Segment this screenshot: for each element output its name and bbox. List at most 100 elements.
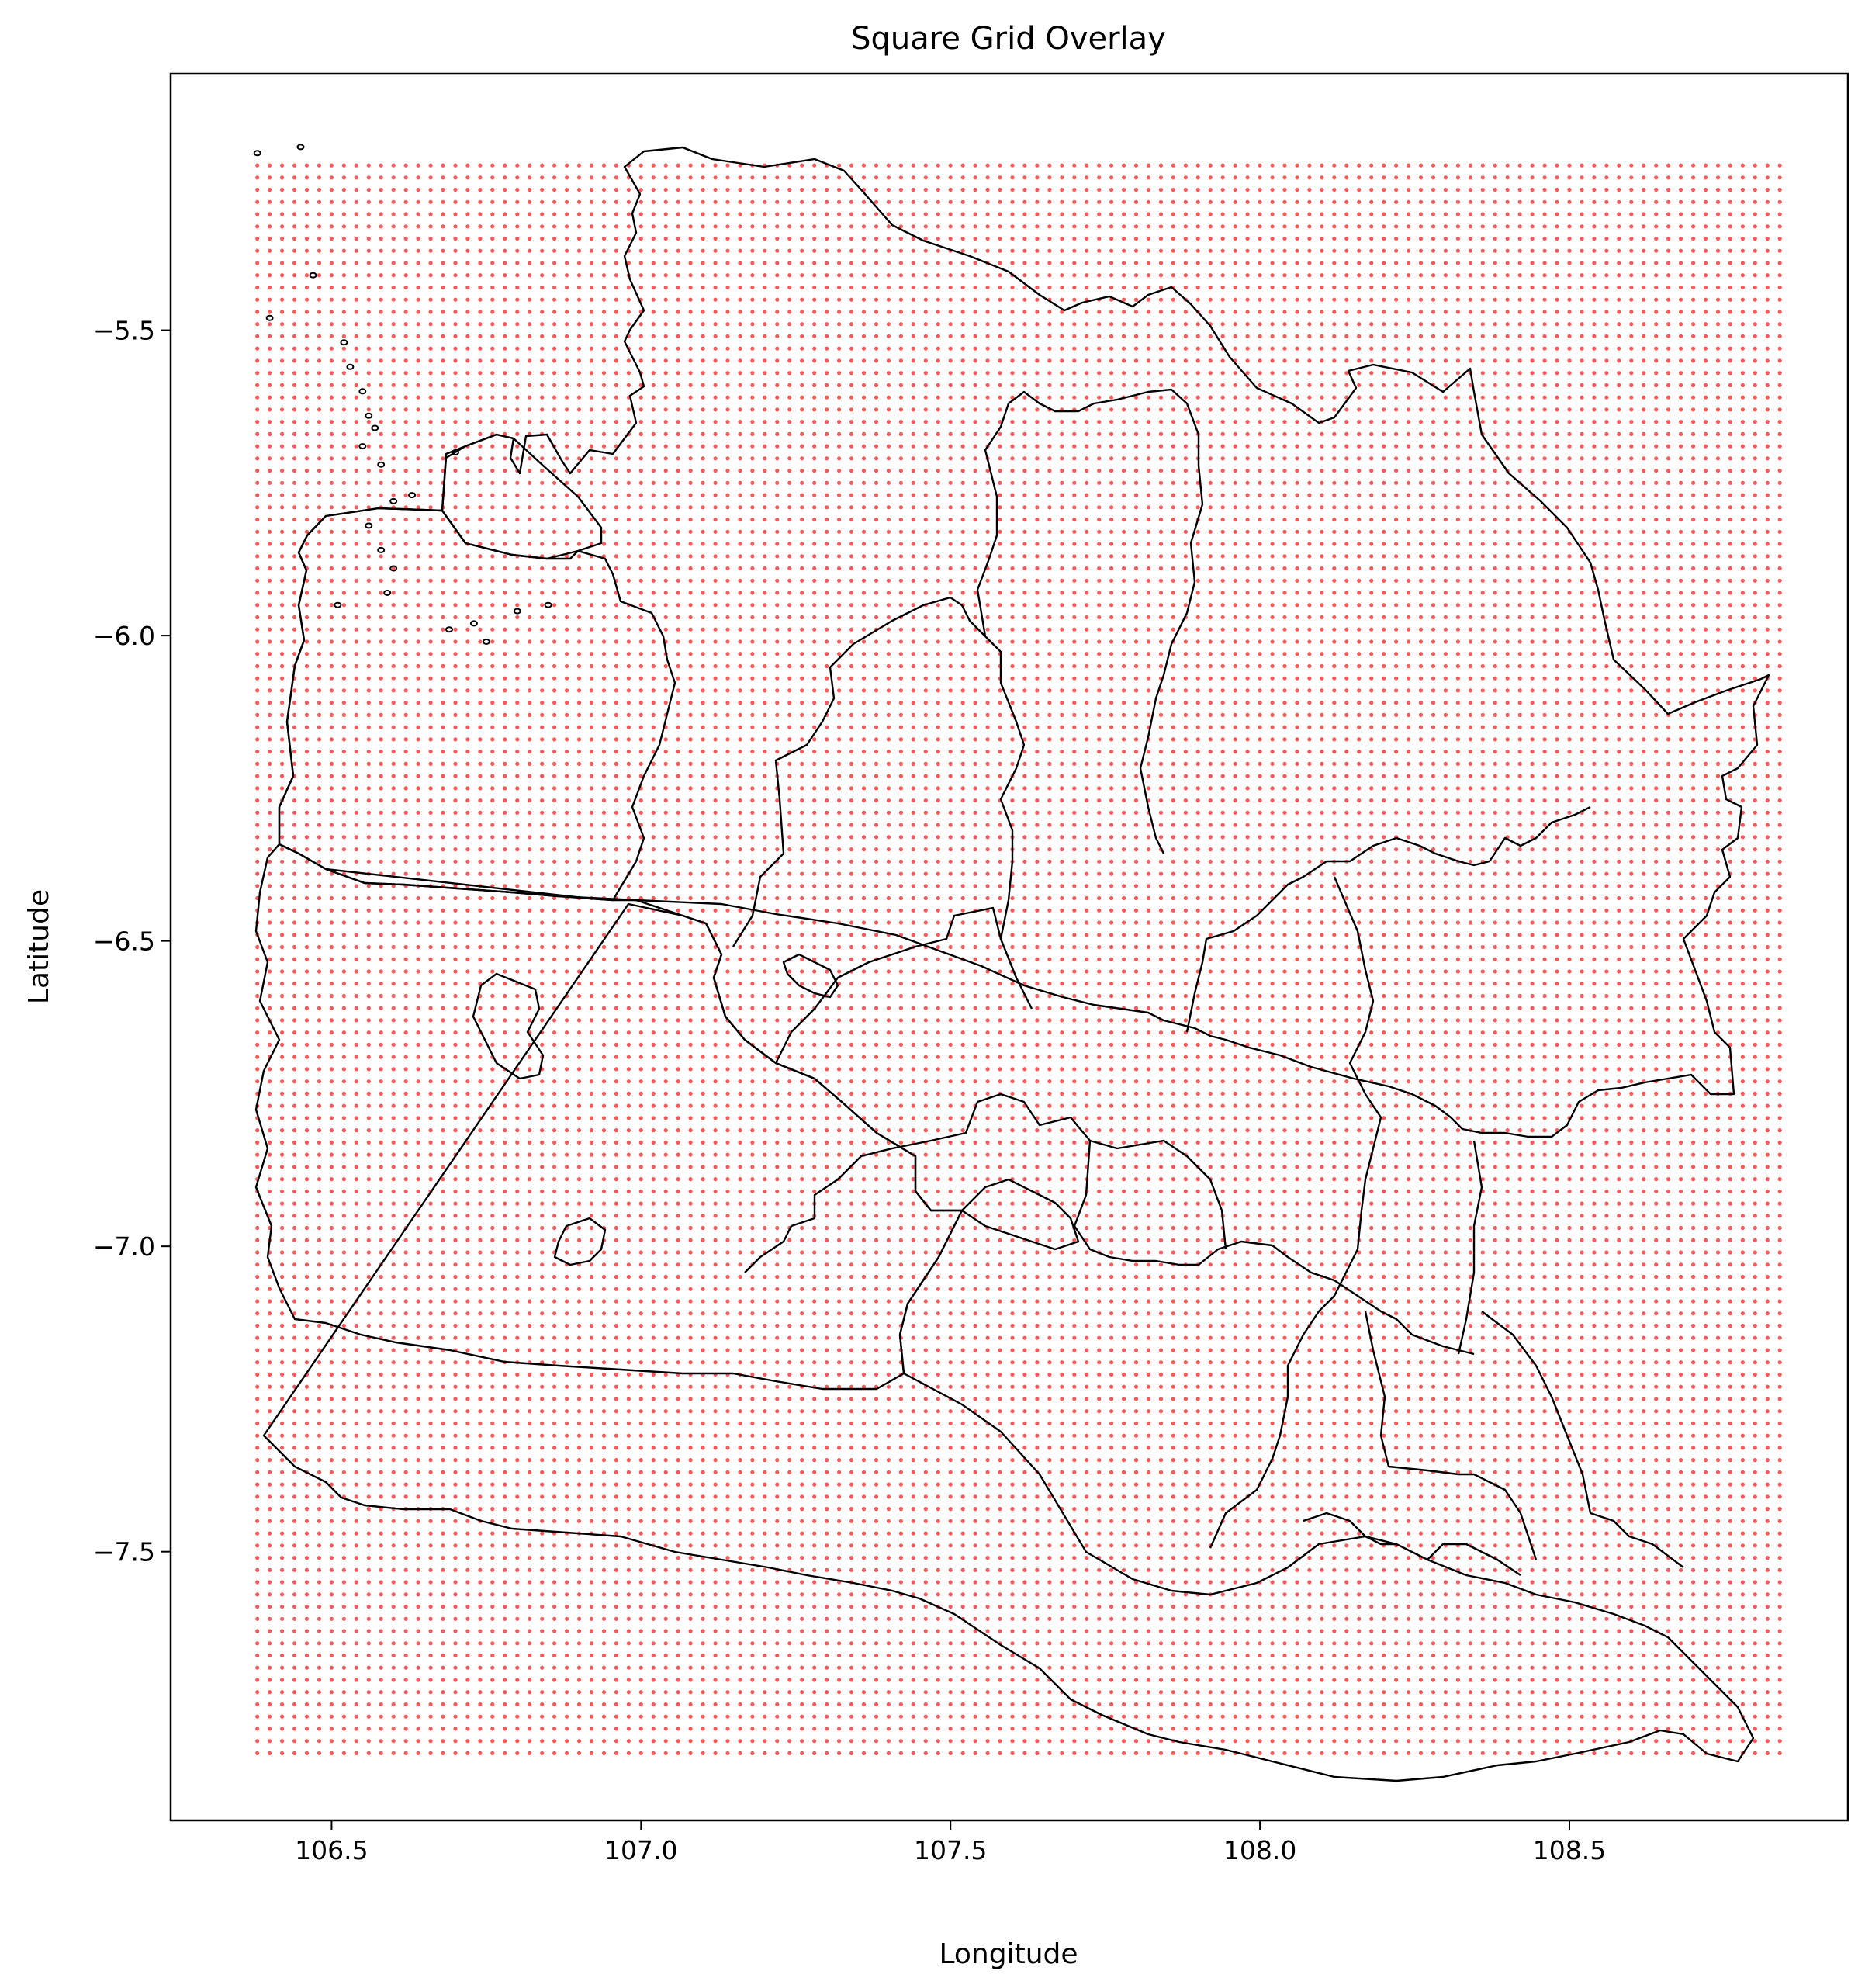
grid-point	[688, 1751, 693, 1755]
grid-point	[515, 1665, 520, 1670]
grid-point	[304, 774, 310, 778]
grid-point	[379, 944, 383, 950]
grid-point	[565, 1055, 569, 1059]
grid-point	[688, 688, 693, 693]
grid-point	[292, 1042, 297, 1047]
grid-point	[478, 1384, 483, 1389]
grid-point	[441, 248, 445, 253]
grid-point	[676, 1702, 680, 1707]
grid-point	[676, 1311, 680, 1316]
grid-point	[465, 859, 470, 864]
grid-point	[453, 1140, 458, 1145]
grid-point	[601, 1152, 607, 1157]
grid-point	[676, 444, 680, 449]
grid-point	[552, 1641, 557, 1646]
grid-point	[515, 542, 520, 546]
grid-point	[366, 847, 371, 852]
grid-point	[638, 444, 643, 449]
grid-point	[565, 444, 569, 449]
grid-point	[676, 1262, 680, 1267]
grid-point	[688, 236, 693, 241]
grid-point	[341, 1348, 346, 1352]
grid-point	[663, 224, 668, 229]
grid-point	[688, 1384, 693, 1389]
grid-point	[651, 529, 656, 534]
grid-point	[565, 1311, 569, 1316]
grid-point	[552, 920, 557, 925]
grid-point	[515, 688, 520, 693]
grid-point	[576, 920, 582, 925]
grid-point	[391, 1531, 396, 1536]
grid-point	[292, 310, 297, 314]
grid-point	[565, 847, 569, 852]
grid-point	[626, 456, 631, 461]
grid-point	[651, 493, 656, 497]
grid-point	[465, 236, 470, 241]
grid-point	[601, 1727, 607, 1731]
grid-point	[552, 1055, 557, 1059]
grid-point	[379, 1360, 383, 1365]
grid-point	[379, 701, 383, 705]
grid-point	[589, 1055, 594, 1059]
grid-point	[565, 187, 569, 192]
grid-point	[565, 273, 569, 278]
grid-point	[626, 1458, 631, 1463]
grid-point	[391, 1091, 396, 1096]
chart-title: Square Grid Overlay	[851, 21, 1166, 57]
grid-point	[453, 566, 458, 571]
grid-point	[304, 212, 310, 216]
grid-point	[416, 1556, 420, 1560]
grid-point	[701, 750, 705, 754]
grid-point	[391, 1335, 396, 1340]
grid-point	[268, 933, 272, 937]
grid-point	[651, 1360, 656, 1365]
grid-point	[576, 1421, 582, 1425]
grid-point	[626, 652, 631, 656]
grid-point	[601, 1055, 607, 1059]
grid-point	[515, 652, 520, 656]
grid-point	[663, 1091, 668, 1096]
grid-point	[255, 1616, 260, 1621]
grid-point	[614, 639, 619, 644]
grid-point	[540, 578, 545, 583]
grid-point	[515, 1567, 520, 1572]
grid-point	[576, 933, 582, 937]
grid-point	[478, 1446, 483, 1450]
grid-point	[441, 774, 445, 778]
grid-point	[601, 444, 607, 449]
grid-point	[317, 224, 322, 229]
grid-point	[540, 1140, 545, 1145]
grid-point	[317, 1397, 322, 1401]
grid-point	[528, 1165, 532, 1169]
grid-point	[280, 1653, 285, 1658]
grid-point	[366, 1727, 371, 1731]
grid-point	[528, 1348, 532, 1352]
grid-point	[465, 725, 470, 729]
grid-point	[428, 566, 433, 571]
grid-point	[528, 578, 532, 583]
grid-point	[268, 248, 272, 253]
grid-point	[341, 322, 346, 327]
grid-point	[701, 469, 705, 473]
grid-point	[552, 774, 557, 778]
grid-point	[676, 615, 680, 620]
grid-point	[441, 285, 445, 290]
grid-point	[651, 1299, 656, 1304]
grid-point	[329, 1177, 334, 1182]
grid-point	[304, 1225, 310, 1231]
grid-point	[453, 1616, 458, 1621]
grid-point	[626, 199, 631, 204]
grid-point	[565, 334, 569, 338]
grid-point	[317, 529, 322, 534]
grid-point	[391, 187, 396, 192]
grid-point	[601, 639, 607, 644]
grid-point	[391, 1128, 396, 1133]
grid-point	[268, 603, 272, 608]
grid-point	[403, 615, 408, 620]
grid-point	[676, 578, 680, 583]
grid-point	[676, 1335, 680, 1340]
grid-point	[528, 1299, 532, 1304]
grid-point	[391, 993, 396, 999]
grid-point	[552, 456, 557, 461]
grid-point	[478, 187, 483, 192]
